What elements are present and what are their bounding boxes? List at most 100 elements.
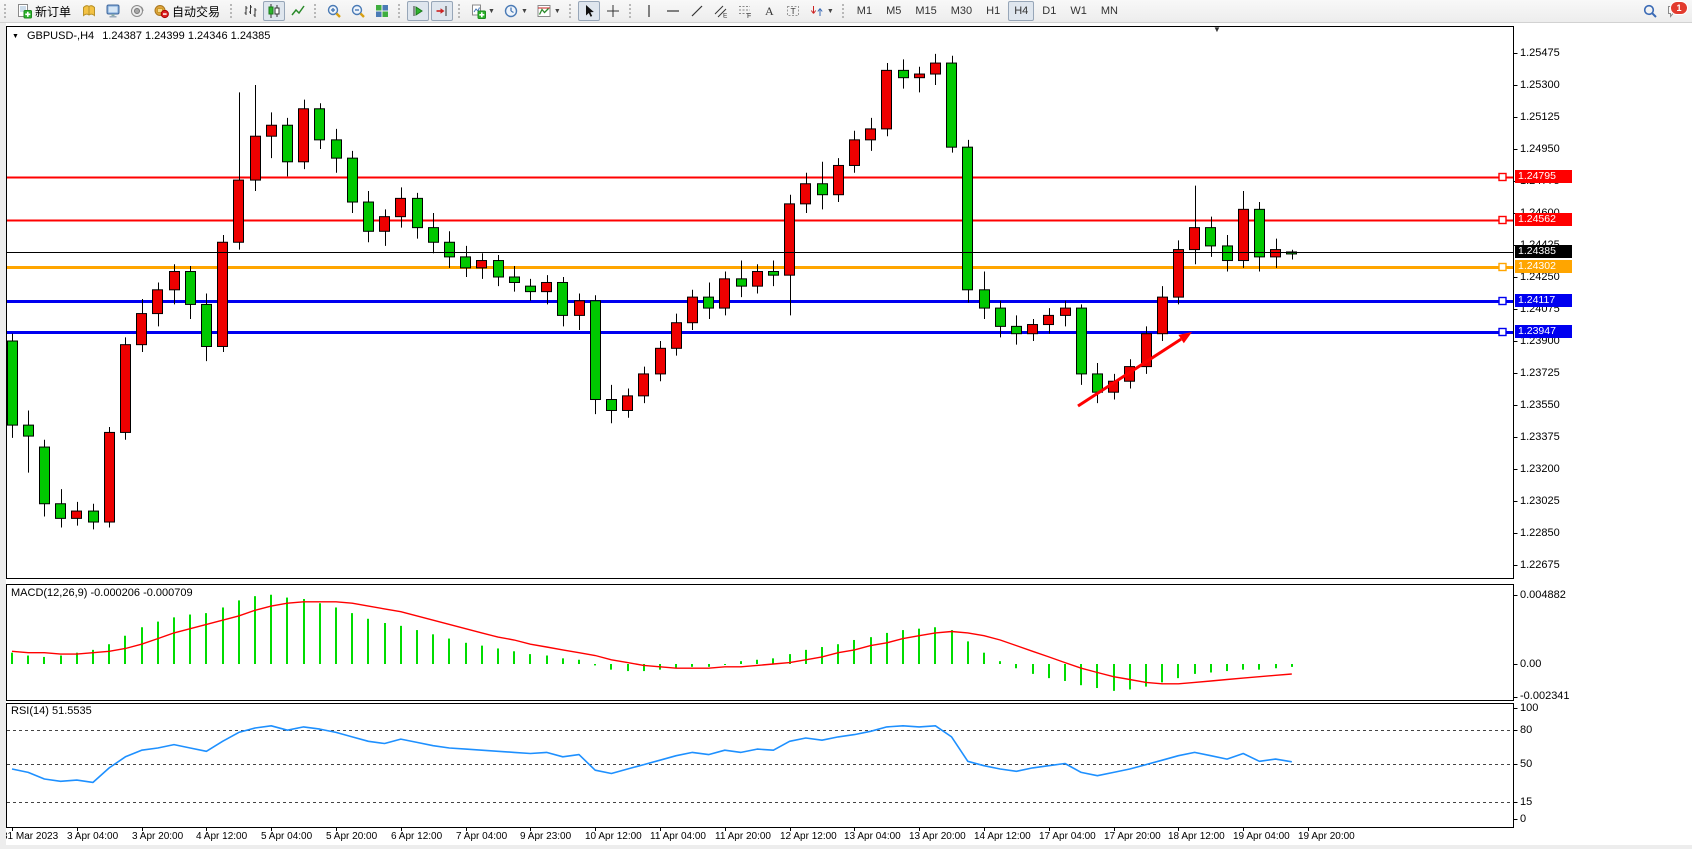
text-button[interactable]: A (758, 1, 780, 21)
new-order-label: 新订单 (35, 4, 72, 19)
rsi-line (11, 724, 1292, 784)
profiles-icon (105, 3, 121, 19)
trendline-button[interactable] (686, 1, 708, 21)
indicators-icon (470, 3, 487, 19)
auto-scroll-button[interactable] (407, 1, 430, 21)
arrows-dropdown-icon[interactable]: ▼ (826, 7, 834, 15)
tf-M30-button[interactable]: M30 (945, 1, 978, 21)
tf-M5-label: M5 (886, 5, 902, 17)
autotrading-icon (153, 3, 169, 19)
tf-H4-button[interactable]: H4 (1008, 1, 1035, 21)
periods-dropdown-icon[interactable]: ▼ (520, 7, 528, 15)
svg-text:A: A (765, 4, 774, 18)
tile-windows-button[interactable] (371, 1, 393, 21)
toolbar-separator (458, 4, 463, 18)
search-button[interactable] (1639, 1, 1661, 21)
horizontal-line-icon (665, 3, 681, 19)
candlestick-chart-icon (266, 3, 282, 19)
vertical-line-icon (641, 3, 657, 19)
history-center-icon (81, 3, 97, 19)
fibonacci-icon: F (737, 3, 753, 19)
zoom-in-icon (326, 3, 342, 19)
toolbar-separator (398, 4, 403, 18)
tf-M1-label: M1 (856, 5, 873, 17)
svg-text:F: F (747, 13, 751, 19)
toolbar-separator (841, 4, 847, 18)
indicators-button[interactable]: ▼ (467, 1, 498, 21)
svg-text:E: E (723, 13, 728, 20)
tf-M15-label: M15 (915, 5, 937, 17)
templates-icon (536, 3, 552, 19)
toolbar-separator (628, 4, 634, 18)
notification-badge: 1 (1670, 1, 1688, 15)
tf-H1-label: H1 (986, 5, 1001, 17)
profiles-button[interactable] (102, 1, 124, 21)
indicators-dropdown-icon[interactable]: ▼ (488, 7, 495, 15)
line-chart-button[interactable] (287, 1, 309, 21)
tf-MN-button[interactable]: MN (1095, 1, 1124, 21)
crosshair-button[interactable] (602, 1, 624, 21)
search-icon (1642, 3, 1658, 19)
market-watch-icon (129, 3, 145, 19)
auto-scroll-icon (410, 3, 426, 19)
rsi-panel[interactable] (6, 703, 1514, 828)
tf-H1-button[interactable]: H1 (980, 1, 1006, 21)
fibonacci-button[interactable]: F (734, 1, 756, 21)
periods-button[interactable]: ▼ (500, 1, 531, 21)
zoom-in-button[interactable] (323, 1, 345, 21)
level-line-handle[interactable] (1498, 172, 1507, 182)
text-label-icon: T (785, 3, 801, 19)
text-icon: A (761, 3, 777, 19)
toolbar-separator (568, 4, 574, 18)
annotation-arrow-head (1178, 332, 1192, 344)
cursor-icon (581, 3, 597, 19)
templates-dropdown-icon[interactable]: ▼ (553, 7, 561, 15)
level-line-handle[interactable] (1498, 296, 1507, 306)
equidistant-channel-icon: E (713, 3, 729, 19)
line-chart-icon (290, 3, 306, 19)
candlestick-chart-button[interactable] (263, 1, 286, 21)
tf-M5-button[interactable]: M5 (880, 1, 907, 21)
tf-M30-label: M30 (950, 5, 973, 17)
toolbar-separator (314, 4, 319, 18)
annotation-arrow[interactable] (1077, 337, 1182, 408)
chat-button[interactable]: 1 (1663, 1, 1688, 21)
templates-button[interactable]: ▼ (533, 1, 564, 21)
new-order-button[interactable]: 新订单 (13, 1, 76, 21)
zoom-out-icon (350, 3, 366, 19)
market-watch-button[interactable] (126, 1, 148, 21)
tf-W1-button[interactable]: W1 (1064, 1, 1093, 21)
tf-MN-label: MN (1100, 5, 1118, 17)
tf-D1-button[interactable]: D1 (1036, 1, 1062, 21)
arrows-button[interactable]: ▼ (806, 1, 837, 21)
tf-M1-button[interactable]: M1 (851, 1, 878, 21)
macd-panel[interactable] (6, 584, 1514, 701)
cursor-button[interactable] (577, 1, 600, 21)
toolbar-separator (230, 4, 235, 18)
level-line-handle[interactable] (1498, 262, 1507, 272)
level-line-handle[interactable] (1498, 327, 1507, 337)
autotrading-label: 自动交易 (172, 4, 221, 19)
periods-icon (503, 3, 519, 19)
equidistant-channel-button[interactable]: E (710, 1, 732, 21)
autotrading-button[interactable]: 自动交易 (150, 1, 225, 21)
main-toolbar: 新订单 自动交易 ▼ ▼ ▼ E F A T ▼ M1 M5 M15 M30 H1 H4 D1 W1 MN 1 (0, 0, 1692, 23)
window-border-left (0, 23, 6, 845)
horizontal-line-button[interactable] (662, 1, 684, 21)
tf-D1-label: D1 (1042, 5, 1057, 17)
bar-chart-button[interactable] (239, 1, 261, 21)
trendline-icon (689, 3, 705, 19)
candlestick-series (7, 53, 1297, 530)
chart-shift-icon (434, 3, 450, 19)
tf-M15-button[interactable]: M15 (909, 1, 942, 21)
history-center-button[interactable] (78, 1, 100, 21)
zoom-out-button[interactable] (347, 1, 369, 21)
level-line-handle[interactable] (1498, 215, 1507, 225)
text-label-button[interactable]: T (782, 1, 804, 21)
toolbar-grip (4, 4, 9, 18)
chart-shift-button[interactable] (431, 1, 454, 21)
vertical-line-button[interactable] (638, 1, 660, 21)
new-order-icon (16, 3, 32, 19)
svg-text:T: T (790, 6, 795, 16)
